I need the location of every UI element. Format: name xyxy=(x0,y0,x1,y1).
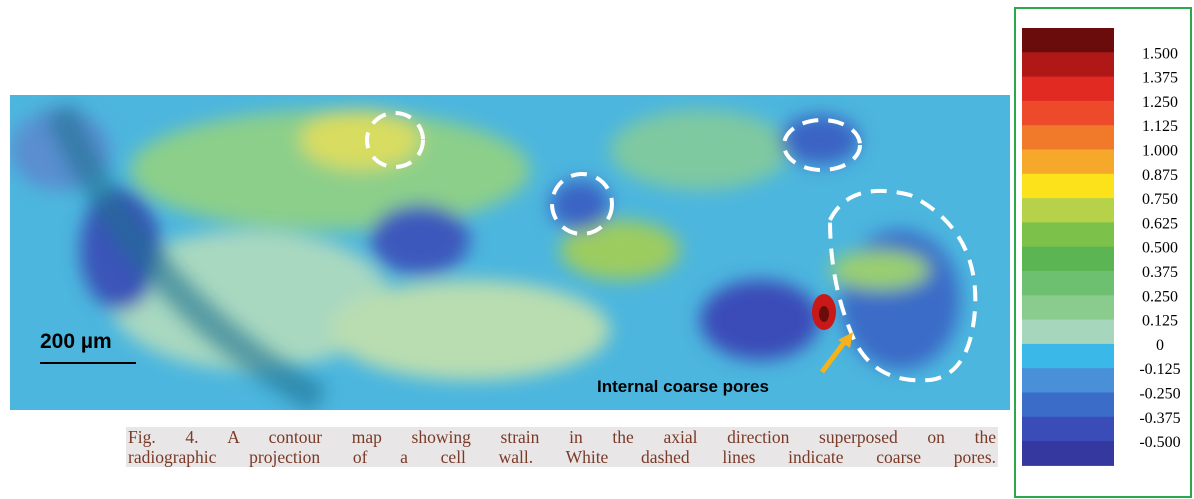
colorbar-swatch xyxy=(1022,198,1114,223)
colorbar-swatch xyxy=(1022,77,1114,102)
colorbar-label: 1.000 xyxy=(1142,143,1178,160)
colorbar-swatch xyxy=(1022,150,1114,175)
colorbar-label: 1.375 xyxy=(1142,70,1178,87)
colorbar-swatch xyxy=(1022,368,1114,393)
colorbar-label: 0.875 xyxy=(1142,167,1178,184)
figure: 200 µm Internal coarse pores 1.5001.3751… xyxy=(0,0,1194,499)
colorbar-label: 0.375 xyxy=(1142,264,1178,281)
colorbar-label: -0.125 xyxy=(1139,361,1180,378)
colorbar-label: -0.250 xyxy=(1139,386,1180,403)
colorbar-swatch xyxy=(1022,441,1114,466)
colorbar-swatch xyxy=(1022,320,1114,345)
colorbar-label: 0 xyxy=(1156,337,1164,354)
scale-label: 200 µm xyxy=(40,330,112,353)
colorbar-swatch xyxy=(1022,271,1114,296)
colorbar-label: 1.250 xyxy=(1142,94,1178,111)
colorbar-swatch xyxy=(1022,344,1114,369)
caption-line: radiographic projection of a cell wall. … xyxy=(126,447,998,467)
colorbar-swatch xyxy=(1022,174,1114,199)
colorbar-swatch xyxy=(1022,28,1114,53)
colorbar-label: -0.500 xyxy=(1139,434,1180,451)
colorbar-label: 0.250 xyxy=(1142,288,1178,305)
colorbar-label: 0.625 xyxy=(1142,215,1178,232)
colorbar-label: 0.500 xyxy=(1142,240,1178,257)
colorbar-swatch xyxy=(1022,52,1114,77)
colorbar-label: 1.500 xyxy=(1142,45,1178,62)
colorbar-swatch xyxy=(1022,247,1114,272)
colorbar: 1.500 1.375 1.250 1.125 1.000 0.875 0.750 0.625… xyxy=(1022,28,1181,466)
colorbar-swatch xyxy=(1022,222,1114,247)
annotation: Internal coarse pores xyxy=(597,377,769,396)
colorbar-label: 1.125 xyxy=(1142,118,1178,135)
colorbar-label: 0.750 xyxy=(1142,191,1178,208)
colorbar-label: -0.375 xyxy=(1139,410,1180,427)
figure-canvas: 200 µm Internal coarse pores 1.5001.3751… xyxy=(0,0,1194,499)
colorbar-label: 0.125 xyxy=(1142,313,1178,330)
colorbar-swatch xyxy=(1022,295,1114,320)
colorbar-swatch xyxy=(1022,101,1114,126)
colorbar-swatch xyxy=(1022,417,1114,442)
colorbar-swatch xyxy=(1022,125,1114,150)
colorbar-swatch xyxy=(1022,393,1114,418)
caption-line: Fig. 4. A contour map showing strain in … xyxy=(126,427,998,447)
